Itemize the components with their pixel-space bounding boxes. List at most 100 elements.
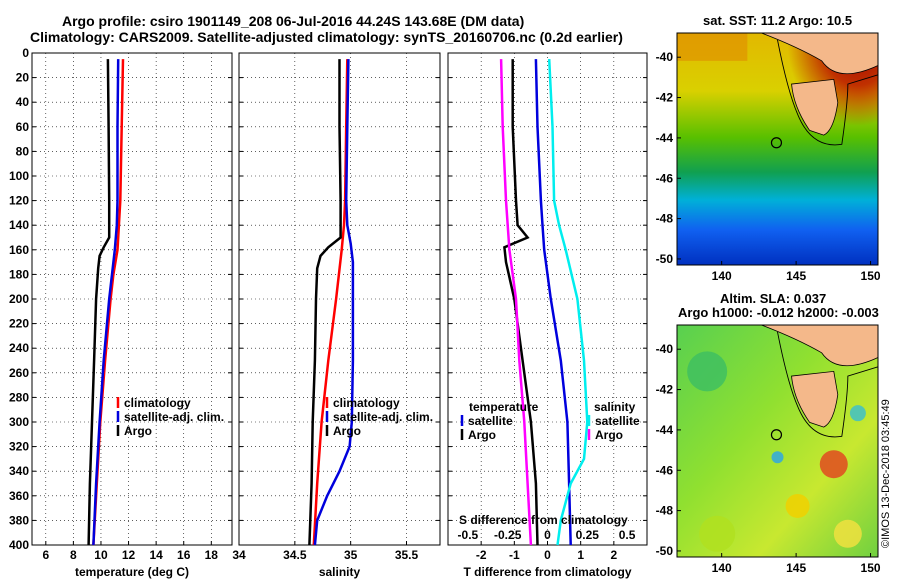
depth-tick-label: 0	[22, 46, 29, 60]
xtick-label: 0	[544, 548, 551, 562]
map-xtick-label: 145	[786, 561, 806, 575]
map-ytick-label: -50	[656, 544, 674, 558]
depth-tick-label: 80	[16, 144, 30, 158]
depth-tick-label: 20	[16, 71, 30, 85]
sla-map-subtitle: Argo h1000: -0.012 h2000: -0.003	[678, 305, 879, 320]
argo-float-marker	[770, 429, 783, 441]
series-argo	[87, 59, 111, 546]
map-ytick-label: -48	[656, 212, 674, 226]
legend-label: satellite	[595, 414, 640, 428]
legend-label: satellite-adj. clim.	[333, 410, 433, 424]
depth-tick-label: 40	[16, 95, 30, 109]
temperature-xlabel: temperature (deg C)	[75, 565, 189, 579]
legend-label: Argo	[333, 424, 361, 438]
xtick-label: 12	[122, 548, 136, 562]
map-ytick-label: -40	[656, 342, 674, 356]
land-tasmania	[791, 370, 839, 428]
sst-map-title: sat. SST: 11.2 Argo: 10.5	[703, 13, 853, 28]
series-s-argo	[499, 59, 533, 546]
s-tick-label: 0	[544, 528, 551, 542]
xtick-label: 16	[177, 548, 191, 562]
map-ytick-label: -50	[656, 252, 674, 266]
map-anomaly-blob	[699, 515, 736, 552]
xtick-label: 10	[94, 548, 108, 562]
xtick-label: 34.5	[283, 548, 307, 562]
depth-tick-label: 180	[9, 267, 29, 281]
argo-float-marker	[770, 137, 783, 149]
map-ytick-label: -42	[656, 91, 674, 105]
map-anomaly-blob	[771, 451, 784, 464]
s-tick-label: 0.25	[576, 528, 600, 542]
legend-label: Argo	[595, 428, 623, 442]
sla-map: 140 145 150 -40 -42 -44 -46 -48 -50	[656, 324, 881, 575]
legend-label: satellite-adj. clim.	[124, 410, 224, 424]
map-ytick-label: -46	[656, 463, 674, 477]
xtick-label: -2	[476, 548, 487, 562]
difference-xlabel: T difference from climatology	[463, 565, 631, 579]
s-tick-label: -0.25	[494, 528, 522, 542]
xtick-label: 18	[205, 548, 219, 562]
series-argo	[308, 59, 342, 546]
map-ytick-label: -48	[656, 504, 674, 518]
depth-tick-label: 300	[9, 415, 29, 429]
depth-tick-label: 140	[9, 218, 29, 232]
s-difference-label: S difference from climatology	[459, 513, 628, 527]
depth-tick-label: 160	[9, 243, 29, 257]
plot-title-line2: Climatology: CARS2009. Satellite-adjuste…	[30, 29, 623, 45]
salinity-xlabel: salinity	[319, 565, 361, 579]
map-ytick-label: -44	[656, 423, 674, 437]
salinity-panel: 34 34.5 35 35.5 salinity climatologysatellite…	[232, 52, 441, 579]
xtick-label: 2	[610, 548, 617, 562]
map-anomaly-blob	[819, 450, 848, 479]
xtick-label: -1	[509, 548, 520, 562]
depth-tick-label: 100	[9, 169, 29, 183]
map-xtick-label: 150	[861, 561, 881, 575]
land-mainland	[761, 324, 879, 367]
map-ytick-label: -44	[656, 131, 674, 145]
xtick-label: 14	[149, 548, 163, 562]
legend-label: satellite	[468, 414, 513, 428]
map-ytick-label: -40	[656, 50, 674, 64]
series-t-satellite	[534, 59, 572, 546]
legend-title-temperature: temperature	[469, 400, 539, 414]
xtick-label: 35	[344, 548, 358, 562]
map-frame	[676, 324, 879, 558]
map-anomaly-blob	[785, 493, 810, 518]
depth-tick-label: 240	[9, 341, 29, 355]
series-satellite-adj-clim-	[313, 59, 355, 546]
depth-tick-label: 320	[9, 440, 29, 454]
depth-tick-label: 340	[9, 464, 29, 478]
bathymetry-contour	[777, 39, 879, 146]
depth-tick-label: 220	[9, 317, 29, 331]
map-xtick-label: 140	[712, 561, 732, 575]
map-xtick-label: 140	[712, 269, 732, 283]
temperature-panel: 6 8 10 12 14 16 180204060801001201401601802002…	[9, 46, 233, 579]
map-anomaly-blob	[687, 351, 728, 392]
series-t-argo	[503, 59, 539, 546]
sst-map: 140 145 150 -40 -42 -44 -46 -48 -50	[656, 32, 881, 283]
xtick-label: 8	[70, 548, 77, 562]
difference-panel: -2 -1 0 1 2 T difference from climatology temp…	[447, 52, 648, 579]
map-xtick-label: 145	[786, 269, 806, 283]
sla-map-title: Altim. SLA: 0.037	[720, 291, 827, 306]
xtick-label: 6	[42, 548, 49, 562]
depth-tick-label: 200	[9, 292, 29, 306]
depth-tick-label: 360	[9, 489, 29, 503]
depth-tick-label: 280	[9, 390, 29, 404]
legend-label: Argo	[468, 428, 496, 442]
map-ytick-label: -46	[656, 171, 674, 185]
xtick-label: 1	[577, 548, 584, 562]
series-s-satellite	[547, 59, 589, 546]
map-warm-patch	[677, 33, 748, 61]
s-tick-label: 0.5	[619, 528, 636, 542]
bathymetry-contour	[777, 331, 879, 438]
legend-title-salinity: salinity	[594, 400, 636, 414]
legend-label: Argo	[124, 424, 152, 438]
map-anomaly-blob	[849, 405, 866, 422]
s-tick-label: -0.5	[458, 528, 479, 542]
series-satellite-adj-clim-	[92, 59, 120, 546]
depth-tick-label: 260	[9, 366, 29, 380]
map-ytick-label: -42	[656, 383, 674, 397]
depth-tick-label: 120	[9, 194, 29, 208]
